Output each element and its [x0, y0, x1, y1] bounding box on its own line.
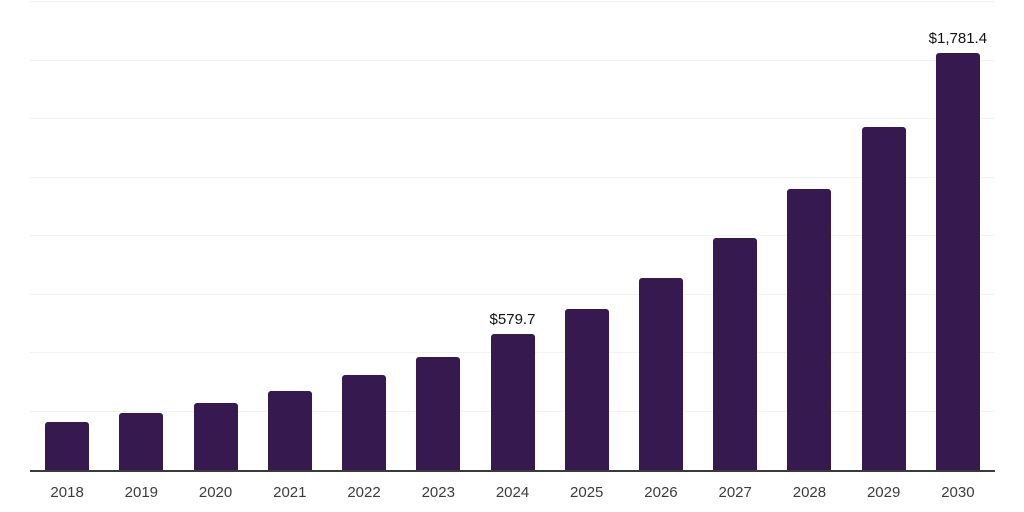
x-tick-label-2023: 2023 [421, 484, 455, 501]
gridline-2000 [30, 1, 995, 2]
gridline-1750 [30, 59, 995, 61]
gridline-1500 [30, 118, 995, 119]
x-tick-label-2021: 2021 [273, 484, 307, 501]
x-tick-label-2030: 2030 [941, 484, 975, 501]
gridline-1250 [30, 176, 995, 178]
plot-area: $579.7 $1,781.4 [30, 1, 995, 472]
x-tick-label-2028: 2028 [792, 484, 827, 501]
bar-2022 [342, 375, 387, 470]
bar-2026 [638, 277, 683, 470]
bar-value-label-2024: $579.7 [489, 311, 536, 329]
bar-2020 [193, 403, 238, 470]
x-tick-label-2019: 2019 [124, 484, 159, 501]
x-tick-label-2025: 2025 [570, 484, 604, 501]
bar-2025 [564, 309, 609, 470]
x-axis-tick-labels: 2018 2019 2020 2021 2022 2023 2024 2025 2026 2027… [30, 472, 995, 506]
bar-value-label-2030: $1,781.4 [928, 30, 988, 48]
bar-2024 [490, 334, 535, 470]
x-tick-label-2020: 2020 [198, 484, 233, 501]
bar-2027 [713, 237, 758, 470]
x-tick-label-2018: 2018 [50, 484, 84, 501]
x-tick-label-2029: 2029 [866, 484, 901, 501]
bar-2023 [416, 357, 461, 470]
gridline-1000 [30, 235, 995, 236]
bar-2030 [935, 53, 980, 470]
x-tick-label-2027: 2027 [718, 484, 752, 501]
x-tick-label-2026: 2026 [644, 484, 678, 501]
bar-2018 [45, 421, 90, 470]
x-tick-label-2024: 2024 [495, 484, 530, 501]
bar-2028 [787, 189, 832, 470]
x-tick-label-2022: 2022 [347, 484, 381, 501]
gridline-750 [30, 293, 995, 295]
bar-2029 [861, 127, 906, 470]
bar-2021 [267, 390, 312, 470]
bar-2019 [119, 412, 164, 470]
